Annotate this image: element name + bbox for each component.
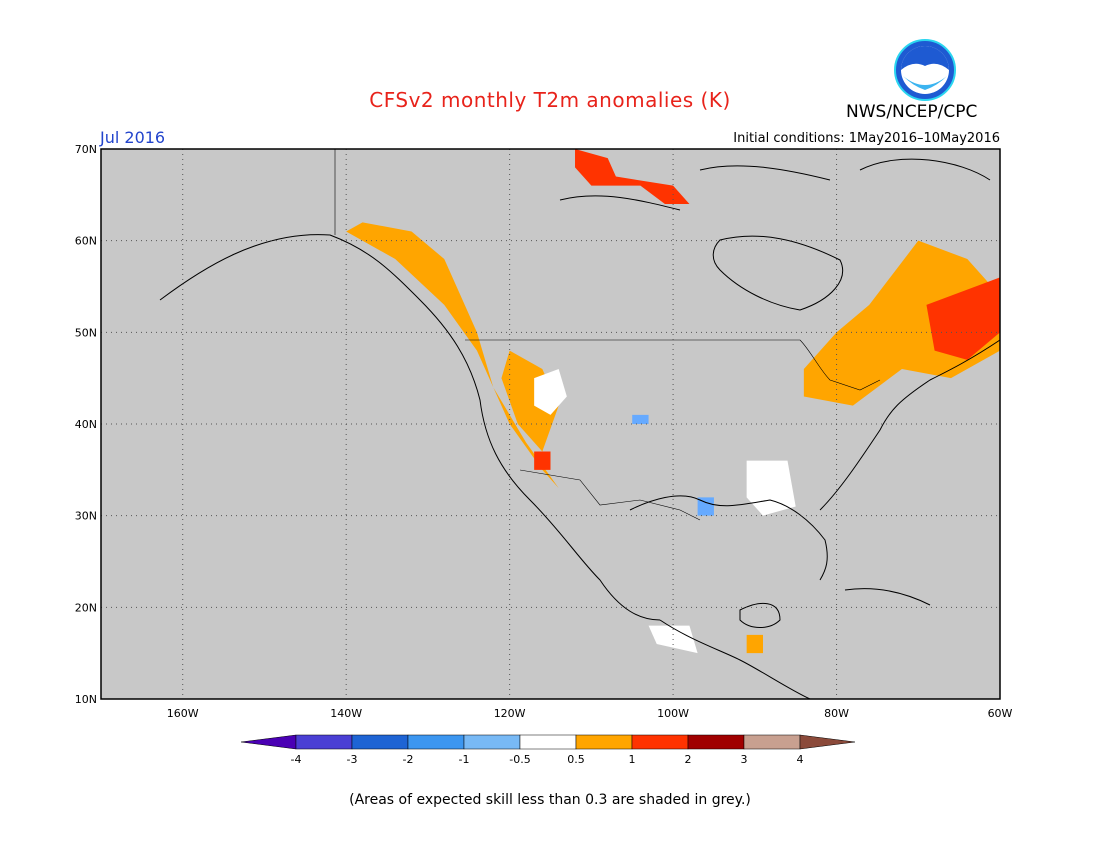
colorbar-segment bbox=[575, 734, 633, 750]
strong-warm-anomaly-region bbox=[926, 277, 1000, 360]
colorbar-label: 3 bbox=[741, 753, 748, 766]
initial-conditions: Initial conditions: 1May2016–10May2016 bbox=[733, 131, 1000, 146]
yucatan bbox=[739, 602, 781, 628]
colorbar-segment bbox=[743, 734, 801, 750]
lat-label: 60N bbox=[75, 235, 97, 248]
us-mexico-border bbox=[519, 469, 701, 521]
strong-warm-anomaly-region bbox=[575, 149, 690, 204]
political-borders bbox=[334, 149, 881, 521]
logo-border bbox=[894, 39, 956, 101]
lat-label: 40N bbox=[75, 418, 97, 431]
gulf-coast bbox=[629, 495, 828, 581]
lon-label: 80W bbox=[824, 707, 849, 720]
logo-wave bbox=[903, 76, 947, 90]
gridlines bbox=[101, 149, 1000, 699]
cuba bbox=[844, 588, 931, 606]
cool-anomaly-region bbox=[697, 497, 714, 516]
logo-top bbox=[901, 46, 949, 70]
axis-labels: 70N 60N 50N 40N 30N 20N 10N 160W 140W 120W 100W 80W… bbox=[75, 143, 1013, 720]
footnote: (Areas of expected skill less than 0.3 a… bbox=[349, 792, 751, 808]
strong-warm-anomaly-region bbox=[534, 451, 551, 470]
hudson-bay bbox=[712, 235, 844, 311]
colorbar-segment bbox=[687, 734, 745, 750]
near-normal-region bbox=[534, 369, 567, 415]
lat-label: 10N bbox=[75, 693, 97, 706]
west-coast bbox=[159, 234, 661, 621]
lon-label: 140W bbox=[330, 707, 362, 720]
colorbar-segment bbox=[351, 734, 409, 750]
cool-anomaly-region bbox=[632, 414, 649, 424]
warm-anomaly-region bbox=[803, 240, 1000, 406]
colorbar-label: -3 bbox=[347, 753, 358, 766]
colorbar-segment bbox=[295, 734, 353, 750]
lon-label: 100W bbox=[657, 707, 689, 720]
colorbar-label: 4 bbox=[797, 753, 804, 766]
org-label: NWS/NCEP/CPC bbox=[846, 102, 978, 122]
lat-label: 70N bbox=[75, 143, 97, 156]
colorbar-segment bbox=[463, 734, 521, 750]
lat-label: 50N bbox=[75, 326, 97, 339]
lon-label: 120W bbox=[494, 707, 526, 720]
colorbar-label: 1 bbox=[629, 753, 636, 766]
colorbar: -4 -3 -2 -1 -0.5 0.5 1 2 3 4 bbox=[240, 734, 856, 766]
colorbar-min-arrow bbox=[240, 734, 297, 750]
map-title: CFSv2 monthly T2m anomalies (K) bbox=[369, 88, 731, 112]
central-america bbox=[659, 619, 811, 700]
colorbar-segment bbox=[407, 734, 465, 750]
colorbar-label: -4 bbox=[291, 753, 302, 766]
colorbar-max-arrow bbox=[799, 734, 856, 750]
colorbar-label: -2 bbox=[403, 753, 414, 766]
lon-label: 160W bbox=[167, 707, 199, 720]
warm-anomaly-region bbox=[746, 634, 763, 654]
lat-label: 20N bbox=[75, 601, 97, 614]
coastlines bbox=[159, 158, 1001, 700]
map-frame bbox=[100, 148, 1001, 700]
colorbar-label: 2 bbox=[685, 753, 692, 766]
forecast-month: Jul 2016 bbox=[100, 128, 166, 147]
us-canada-border bbox=[465, 339, 881, 391]
map: 70N 60N 50N 40N 30N 20N 10N 160W 140W 120W 100W 80W… bbox=[75, 143, 1013, 720]
colorbar-segment bbox=[631, 734, 689, 750]
colorbar-label: 0.5 bbox=[567, 753, 585, 766]
arctic-islands bbox=[559, 158, 991, 211]
colorbar-label: -1 bbox=[459, 753, 470, 766]
noaa-logo bbox=[894, 39, 956, 101]
east-coast bbox=[819, 339, 1001, 511]
colorbar-segment bbox=[519, 734, 577, 750]
lon-label: 60W bbox=[988, 707, 1013, 720]
lat-label: 30N bbox=[75, 510, 97, 523]
colorbar-label: -0.5 bbox=[509, 753, 530, 766]
